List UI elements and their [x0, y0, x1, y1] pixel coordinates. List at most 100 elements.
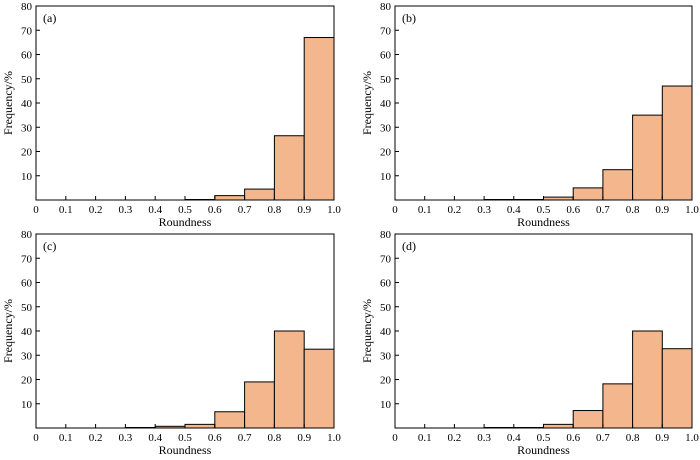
x-tick-label: 0.7: [238, 432, 252, 444]
x-axis-label: Roundness: [517, 215, 570, 229]
x-axis-label: Roundness: [159, 215, 212, 229]
y-tick-label: 60: [21, 278, 33, 290]
y-tick-label: 40: [380, 326, 392, 338]
y-tick-label: 40: [380, 98, 392, 110]
x-tick-label: 0.2: [448, 204, 462, 216]
x-tick-label: 0.8: [626, 204, 640, 216]
x-tick-label: 0.3: [477, 432, 491, 444]
histogram-bar: [215, 412, 245, 428]
histogram-bar: [304, 349, 334, 428]
histogram-bar: [633, 331, 663, 428]
y-tick-label: 60: [21, 50, 33, 62]
panel-label: (d): [402, 239, 416, 253]
x-tick-label: 0.9: [297, 204, 311, 216]
histogram-bar: [215, 196, 245, 200]
y-tick-label: 70: [380, 253, 392, 265]
y-tick-label: 10: [21, 171, 33, 183]
x-tick-label: 0: [33, 432, 39, 444]
x-tick-label: 0: [392, 432, 398, 444]
y-tick-label: 70: [380, 25, 392, 37]
y-tick-label: 20: [21, 147, 33, 159]
y-tick-label: 20: [21, 375, 33, 387]
histogram-bar: [662, 86, 692, 200]
y-tick-label: 50: [21, 302, 33, 314]
x-tick-label: 1.0: [685, 432, 699, 444]
x-tick-label: 0: [33, 204, 39, 216]
histogram-bar: [185, 424, 215, 428]
x-tick-label: 0.1: [59, 432, 73, 444]
x-tick-label: 1.0: [327, 204, 341, 216]
y-axis-label: Frequency/%: [1, 71, 15, 135]
x-tick-label: 1.0: [327, 432, 341, 444]
histogram-bar: [245, 382, 275, 428]
y-tick-label: 40: [21, 326, 33, 338]
x-tick-label: 0.9: [297, 432, 311, 444]
x-tick-label: 0.7: [238, 204, 252, 216]
y-tick-label: 50: [380, 302, 392, 314]
y-tick-label: 80: [380, 1, 392, 13]
x-tick-label: 0.8: [268, 204, 282, 216]
y-tick-label: 10: [21, 399, 33, 411]
histogram-bar: [245, 189, 275, 200]
y-tick-label: 70: [21, 253, 33, 265]
histogram-bar: [274, 136, 304, 200]
y-tick-label: 60: [380, 50, 392, 62]
y-axis-label: Frequency/%: [360, 71, 374, 135]
y-tick-label: 10: [380, 171, 392, 183]
histogram-bar: [544, 424, 574, 428]
x-tick-label: 1.0: [685, 204, 699, 216]
x-tick-label: 0.2: [89, 204, 103, 216]
y-tick-label: 80: [21, 1, 33, 13]
x-axis-label: Roundness: [517, 443, 570, 455]
histogram-bar: [662, 349, 692, 428]
x-tick-label: 0.1: [418, 204, 432, 216]
y-tick-label: 10: [380, 399, 392, 411]
x-tick-label: 0.3: [119, 204, 133, 216]
panel-label: (b): [402, 11, 416, 25]
x-tick-label: 0.7: [596, 204, 610, 216]
y-axis-label: Frequency/%: [360, 299, 374, 363]
y-tick-label: 80: [380, 229, 392, 241]
panel-label: (a): [43, 11, 56, 25]
x-tick-label: 0.8: [268, 432, 282, 444]
y-tick-label: 30: [21, 122, 33, 134]
y-tick-label: 80: [21, 229, 33, 241]
histogram-bar: [603, 170, 633, 200]
x-tick-label: 0.3: [477, 204, 491, 216]
x-tick-label: 0.2: [448, 432, 462, 444]
histogram-bar: [603, 384, 633, 428]
panel-label: (c): [43, 239, 56, 253]
y-tick-label: 30: [380, 122, 392, 134]
x-tick-label: 0.3: [119, 432, 133, 444]
histogram-bar: [304, 38, 334, 200]
y-tick-label: 60: [380, 278, 392, 290]
y-tick-label: 50: [21, 74, 33, 86]
x-tick-label: 0: [392, 204, 398, 216]
x-tick-label: 0.1: [418, 432, 432, 444]
y-tick-label: 30: [21, 350, 33, 362]
x-tick-label: 0.9: [655, 432, 669, 444]
y-tick-label: 70: [21, 25, 33, 37]
x-tick-label: 0.9: [655, 204, 669, 216]
y-tick-label: 20: [380, 375, 392, 387]
histogram-bar: [573, 411, 603, 428]
histogram-bar: [573, 188, 603, 200]
x-tick-label: 0.7: [596, 432, 610, 444]
x-tick-label: 0.2: [89, 432, 103, 444]
x-tick-label: 0.1: [59, 204, 73, 216]
histogram-bar: [633, 115, 663, 200]
y-tick-label: 30: [380, 350, 392, 362]
y-tick-label: 50: [380, 74, 392, 86]
x-axis-label: Roundness: [159, 443, 212, 455]
histogram-bar: [274, 331, 304, 428]
x-tick-label: 0.8: [626, 432, 640, 444]
y-tick-label: 40: [21, 98, 33, 110]
y-tick-label: 20: [380, 147, 392, 159]
y-axis-label: Frequency/%: [1, 299, 15, 363]
